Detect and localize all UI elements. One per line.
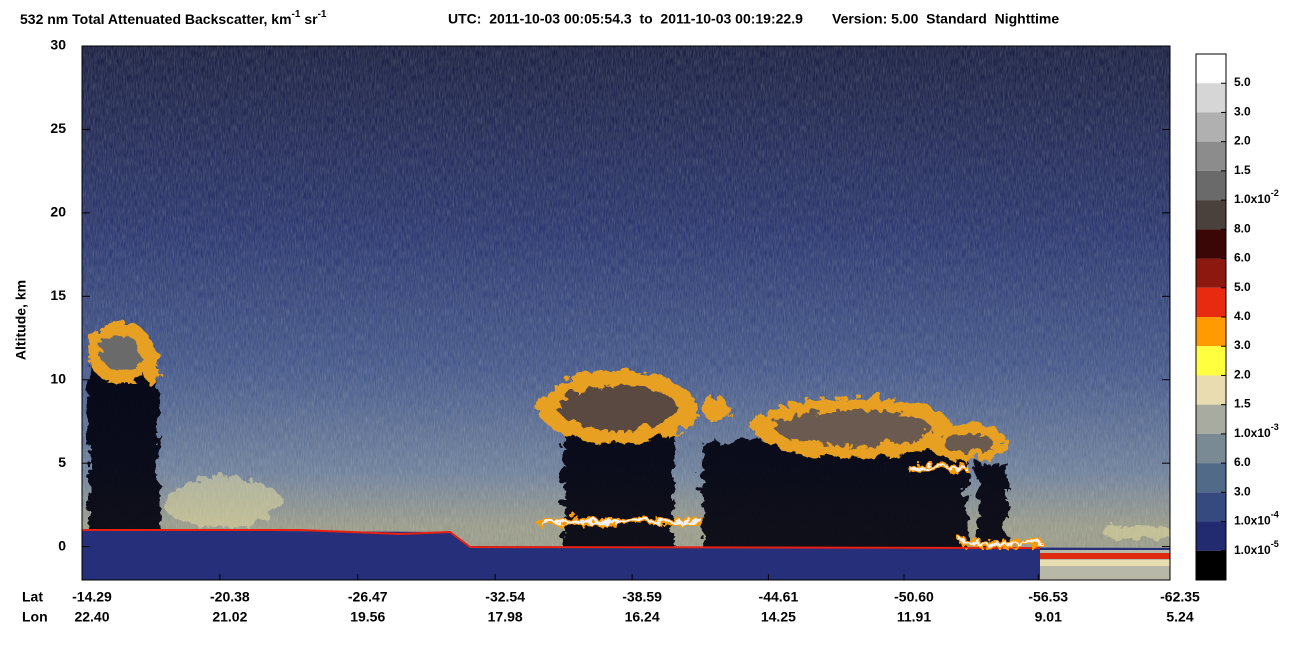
colorbar-swatch — [1196, 433, 1226, 464]
colorbar-label-base: 4.0 — [1234, 309, 1251, 323]
colorbar-label-base: 5.0 — [1234, 280, 1251, 294]
colorbar-label: 1.5 — [1234, 163, 1251, 177]
lon-label: 19.56 — [350, 609, 385, 625]
colorbar-label: 2.0 — [1234, 134, 1251, 148]
colorbar-swatch — [1196, 346, 1226, 376]
colorbar-label-base: 1.5 — [1234, 397, 1251, 411]
lon-label: 14.25 — [761, 609, 796, 625]
colorbar-swatch — [1196, 463, 1226, 493]
colorbar-swatch — [1196, 521, 1226, 551]
colorbar-swatch — [1196, 83, 1226, 113]
y-tick-label: 25 — [50, 120, 66, 136]
x-row-label: Lon — [22, 609, 48, 625]
colorbar-label: 3.0 — [1234, 485, 1251, 499]
plot-frame — [81, 45, 1171, 581]
colorbar-label: 1.0x10-4 — [1234, 510, 1279, 528]
colorbar-swatch — [1196, 550, 1226, 580]
y-tick-label: 30 — [50, 37, 66, 53]
x-tick-label: -44.61 — [759, 589, 799, 605]
x-tick-label: -20.38 — [210, 589, 250, 605]
x-tick-label: -62.35 — [1160, 589, 1200, 605]
colorbar-label-base: 2.0 — [1234, 368, 1251, 382]
y-tick-label: 5 — [58, 454, 66, 470]
title-part: sr — [300, 11, 318, 27]
lon-label: 9.01 — [1035, 609, 1062, 625]
colorbar-label-base: 1.0x10 — [1234, 543, 1271, 557]
colorbar-label-base: 3.0 — [1234, 338, 1251, 352]
y-tick-label: 0 — [58, 537, 66, 553]
colorbar-swatch — [1196, 54, 1226, 84]
colorbar-label: 1.0x10-3 — [1234, 422, 1279, 440]
colorbar-label-exp: -3 — [1271, 422, 1279, 432]
colorbar-label-base: 8.0 — [1234, 222, 1251, 236]
colorbar-swatch — [1196, 287, 1226, 317]
colorbar-swatch — [1196, 258, 1226, 288]
colorbar-label: 3.0 — [1234, 338, 1251, 352]
colorbar-label-base: 1.0x10 — [1234, 514, 1271, 528]
colorbar-label: 3.0 — [1234, 105, 1251, 119]
colorbar-label-base: 6.0 — [1234, 251, 1251, 265]
colorbar-label-base: 3.0 — [1234, 105, 1251, 119]
y-axis-label: Altitude, km — [13, 280, 29, 360]
colorbar-label-base: 1.5 — [1234, 163, 1251, 177]
colorbar-label-base: 6.0 — [1234, 455, 1251, 469]
colorbar-label-exp: -4 — [1271, 510, 1279, 520]
colorbar-label-base: 5.0 — [1234, 75, 1251, 89]
colorbar-swatch — [1196, 141, 1226, 171]
colorbar-label: 6.0 — [1234, 455, 1251, 469]
x-tick-label: -14.29 — [72, 589, 112, 605]
x-tick-label: -32.54 — [485, 589, 525, 605]
colorbar-label: 8.0 — [1234, 222, 1251, 236]
x-tick-label: -26.47 — [348, 589, 388, 605]
colorbar-label-base: 1.0x10 — [1234, 192, 1271, 206]
lon-label: 17.98 — [488, 609, 523, 625]
backscatter-image — [82, 46, 1170, 580]
colorbar-label: 1.5 — [1234, 397, 1251, 411]
y-tick-label: 15 — [50, 287, 66, 303]
colorbar-swatch — [1196, 229, 1226, 259]
colorbar-swatch — [1196, 317, 1226, 347]
y-tick-label: 20 — [50, 204, 66, 220]
x-tick-label: -38.59 — [622, 589, 662, 605]
colorbar-swatch — [1196, 492, 1226, 522]
colorbar-label: 2.0 — [1234, 368, 1251, 382]
colorbar-swatch — [1196, 200, 1226, 230]
utc-range: UTC: 2011-10-03 00:05:54.3 to 2011-10-03… — [448, 11, 803, 27]
colorbar-label-exp: -2 — [1271, 188, 1279, 198]
version: Version: 5.00 Standard Nighttime — [832, 11, 1059, 27]
colorbar-label: 1.0x10-5 — [1234, 539, 1279, 557]
colorbar-label: 6.0 — [1234, 251, 1251, 265]
colorbar-swatch — [1196, 170, 1226, 201]
colorbar-label-base: 3.0 — [1234, 485, 1251, 499]
title-part: 532 nm Total Attenuated Backscatter, km — [20, 11, 292, 27]
colorbar-label-base: 1.0x10 — [1234, 426, 1271, 440]
colorbar-label: 1.0x10-2 — [1234, 188, 1279, 206]
colorbar-label-base: 2.0 — [1234, 134, 1251, 148]
colorbar-swatch — [1196, 112, 1226, 142]
x-row-label: Lat — [22, 589, 43, 605]
lon-label: 21.02 — [212, 609, 247, 625]
colorbar-swatch — [1196, 404, 1226, 434]
y-tick-label: 10 — [50, 370, 66, 386]
colorbar-swatch — [1196, 375, 1226, 405]
lon-label: 11.91 — [897, 609, 931, 625]
colorbar-label: 4.0 — [1234, 309, 1251, 323]
x-tick-label: -50.60 — [894, 589, 934, 605]
lon-label: 5.24 — [1166, 609, 1193, 625]
lon-label: 22.40 — [74, 609, 109, 625]
colorbar-label: 5.0 — [1234, 75, 1251, 89]
colorbar-label-exp: -5 — [1271, 539, 1279, 549]
colorbar-label: 5.0 — [1234, 280, 1251, 294]
chart-title: 532 nm Total Attenuated Backscatter, km-… — [20, 9, 327, 27]
lon-label: 16.24 — [625, 609, 660, 625]
x-tick-label: -56.53 — [1028, 589, 1068, 605]
title-superscript: -1 — [292, 9, 301, 20]
title-superscript: -1 — [318, 9, 327, 20]
